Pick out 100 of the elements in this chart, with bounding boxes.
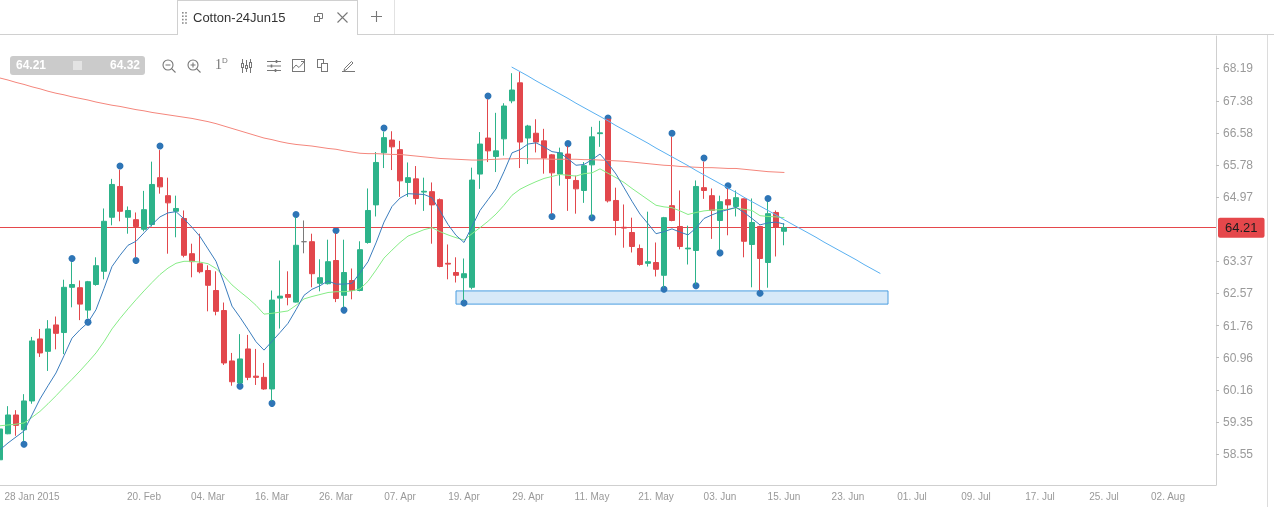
y-tick-label: 68.19 (1223, 61, 1254, 76)
candlestick (581, 161, 587, 204)
candlestick (413, 165, 419, 205)
candlestick (205, 264, 211, 312)
candlestick (221, 302, 227, 366)
candlestick (365, 187, 371, 245)
y-tick-label: 61.76 (1223, 318, 1254, 333)
x-tick-label: 26. Mar (319, 490, 354, 502)
candlestick (493, 112, 499, 173)
candlestick (373, 151, 379, 217)
candlestick (77, 280, 83, 321)
line-series (0, 77, 785, 173)
y-tick-label: 65.78 (1223, 157, 1254, 172)
x-tick-label: 11. May (574, 490, 610, 502)
x-tick-label: 09. Jul (961, 490, 991, 502)
point (668, 129, 676, 137)
candlestick (357, 240, 363, 292)
candlestick (173, 195, 179, 238)
y-tick-label: 59.35 (1223, 415, 1254, 430)
x-tick-label: 04. Mar (191, 490, 226, 502)
candlestick (29, 336, 35, 405)
candlestick (53, 316, 59, 350)
candlestick (477, 131, 483, 190)
y-tick-label: 60.96 (1223, 350, 1254, 365)
x-tick-label: 28 Jan 2015 (4, 490, 60, 502)
candlestick (645, 211, 651, 267)
x-tick-label: 20. Feb (127, 490, 162, 502)
point (68, 255, 76, 262)
point (564, 140, 572, 148)
point (756, 289, 764, 297)
y-tick-label: 67.38 (1223, 93, 1254, 108)
line-series (511, 66, 881, 274)
y-tick-label: 66.58 (1223, 125, 1254, 140)
candlestick (533, 118, 539, 153)
point (292, 210, 300, 218)
candlestick (733, 189, 739, 217)
candlestick (469, 167, 475, 290)
candlestick (69, 261, 75, 308)
candlestick (93, 256, 99, 287)
x-tick-label: 21. May (638, 490, 674, 502)
candlestick (229, 352, 235, 387)
y-tick-label: 60.16 (1223, 382, 1254, 397)
candlestick (61, 279, 67, 355)
candlestick (445, 243, 451, 280)
x-tick-label: 02. Aug (1151, 490, 1185, 502)
tab: Cotton-24Jun15 (177, 0, 358, 35)
candlestick (197, 233, 203, 274)
x-tick-label: 03. Jun (703, 490, 737, 502)
line-series (0, 168, 785, 427)
candlestick (253, 348, 259, 386)
candlestick (309, 233, 315, 288)
candlestick (701, 161, 707, 200)
chart-title: Cotton-24Jun15 (193, 10, 286, 25)
candlestick (525, 124, 531, 165)
candlestick (125, 205, 131, 235)
x-tick-label: 29. Apr (512, 490, 545, 502)
y-tick-label: 58.55 (1223, 447, 1254, 462)
candlestick (149, 161, 155, 227)
annotation: 1$^{D}$ (215, 56, 228, 73)
candlestick (573, 175, 579, 215)
candlestick (189, 243, 195, 278)
candlestick (637, 243, 643, 267)
candlestick (317, 258, 323, 292)
candlestick (669, 136, 675, 222)
candlestick (405, 161, 411, 198)
candlestick (765, 201, 771, 289)
x-tick-label: 07. Apr (384, 490, 417, 502)
candlestick (421, 177, 427, 212)
candlestick (685, 225, 691, 265)
candlestick (653, 241, 659, 278)
candlestick (101, 207, 107, 280)
y-tick-label: 62.57 (1223, 286, 1254, 301)
candlestick (557, 147, 563, 187)
x-tick-label: 19. Apr (448, 490, 481, 502)
candlestick (277, 260, 283, 330)
candlestick (301, 219, 307, 254)
y-tick-label: 63.37 (1223, 254, 1254, 269)
candlestick (397, 140, 403, 198)
candlestick (213, 270, 219, 316)
candlestick (501, 102, 507, 157)
x-tick-label: 17. Jul (1025, 490, 1055, 502)
candlestick (245, 334, 251, 381)
candlestick (749, 197, 755, 288)
candlestick (37, 328, 43, 358)
x-tick-label: 23. Jun (831, 490, 865, 502)
point (764, 194, 772, 202)
candlestick (141, 190, 147, 232)
candlestick (45, 319, 51, 372)
candlestick (429, 181, 435, 245)
candlestick (285, 270, 291, 306)
candlestick (453, 256, 459, 284)
candlestick (389, 130, 395, 171)
point (132, 257, 140, 264)
ref-line-label: 64.21 (1225, 220, 1258, 236)
candlestick (509, 72, 515, 104)
candlestick (381, 131, 387, 169)
candlestick (109, 178, 115, 226)
x-tick-label: 25. Jul (1089, 490, 1119, 502)
candlestick (325, 239, 331, 286)
y-tick-label: 64.97 (1223, 190, 1254, 205)
